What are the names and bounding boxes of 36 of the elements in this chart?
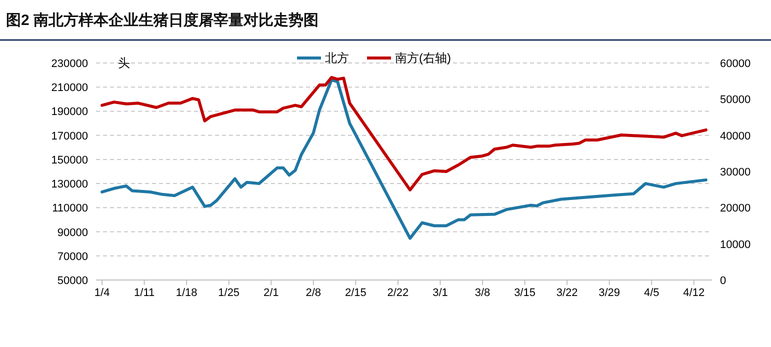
y-axis-title: 头 — [118, 56, 130, 70]
y2-tick-label: 50000 — [720, 94, 751, 106]
x-tick-label: 2/1 — [263, 287, 279, 299]
y-tick-label: 230000 — [51, 58, 88, 70]
y-tick-label: 210000 — [51, 82, 88, 94]
y2-tick-label: 0 — [720, 275, 726, 287]
x-tick-label: 4/12 — [683, 287, 705, 299]
y2-tick-label: 10000 — [720, 238, 751, 251]
y-tick-label: 110000 — [52, 202, 88, 215]
x-tick-label: 3/15 — [514, 287, 536, 299]
x-tick-label: 3/1 — [432, 287, 448, 299]
legend-label: 南方(右轴) — [395, 51, 451, 65]
y-tick-label: 70000 — [57, 250, 88, 263]
x-tick-label: 3/22 — [556, 287, 578, 299]
chart-title: 图2 南北方样本企业生猪日度屠宰量对比走势图 — [6, 11, 319, 29]
x-tick-label: 4/5 — [644, 287, 660, 299]
y-tick-label: 170000 — [51, 130, 88, 142]
y2-tick-label: 20000 — [720, 202, 751, 215]
y-tick-label: 130000 — [51, 178, 88, 191]
y-tick-label: 150000 — [51, 154, 88, 166]
x-tick-label: 3/8 — [474, 287, 490, 299]
x-tick-label: 2/15 — [344, 287, 366, 299]
y2-tick-label: 60000 — [720, 58, 751, 70]
x-tick-label: 2/22 — [387, 287, 409, 299]
x-tick-label: 2/8 — [306, 287, 322, 299]
x-tick-label: 1/18 — [176, 287, 198, 299]
legend-label: 北方 — [325, 51, 349, 65]
x-tick-label: 1/25 — [218, 287, 240, 299]
y-tick-label: 190000 — [51, 106, 88, 118]
x-tick-label: 3/29 — [598, 287, 620, 299]
y-tick-label: 90000 — [57, 226, 88, 239]
x-tick-label: 1/4 — [94, 287, 110, 299]
x-tick-label: 1/11 — [134, 287, 155, 299]
y2-tick-label: 30000 — [720, 166, 751, 178]
y-tick-label: 50000 — [57, 275, 88, 287]
y2-tick-label: 40000 — [720, 130, 751, 142]
